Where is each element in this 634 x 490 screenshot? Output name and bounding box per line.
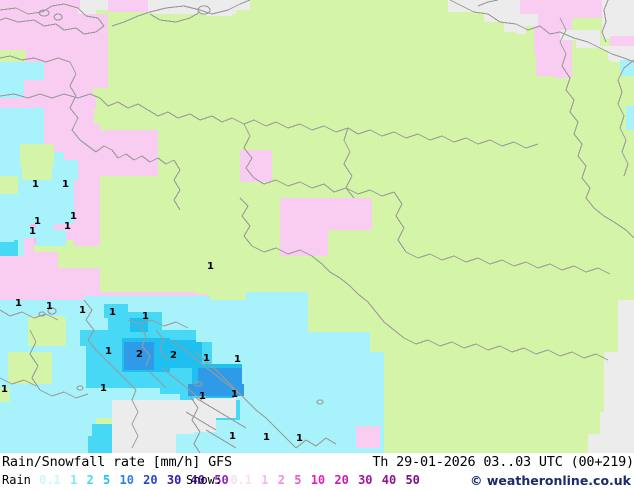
map-canvas[interactable]: 1 1 1 1 1 1 1 1 1 1 1 1 2 2 1 1 1 1 1 1 … [0, 0, 634, 453]
country-borders [0, 0, 634, 453]
snow-scale-step: 10 [310, 473, 326, 487]
footer-row-title: Rain/Snowfall rate [mm/h] GFS Th 29-01-2… [0, 453, 634, 471]
snow-scale-step: 20 [334, 473, 349, 487]
map-footer: Rain/Snowfall rate [mm/h] GFS Th 29-01-2… [0, 453, 634, 490]
footer-row-scale: Rain 0.1 1 2 5 10 20 30 40 50 Snow: 0.1 … [0, 471, 634, 489]
snow-scale-step: 1 [261, 473, 269, 487]
rain-scale-step: 10 [119, 473, 134, 487]
rain-scale-label: Rain [2, 473, 31, 487]
rain-scale-step: 1 [70, 473, 78, 487]
rain-scale-step: 30 [166, 473, 182, 487]
snow-scale-step: 5 [294, 473, 302, 487]
rain-scale-step: 0.1 [39, 473, 61, 487]
rain-scale-step: 40 [190, 473, 205, 487]
rain-cells-top [246, 52, 634, 334]
rain-scale-step: 50 [214, 473, 229, 487]
rain-scale-step: 20 [143, 473, 158, 487]
valid-time-label: Th 29-01-2026 03..03 UTC (00+219) [372, 454, 634, 470]
rain-scale-step: 2 [86, 473, 94, 487]
map-graphics [0, 0, 634, 453]
snow-scale-step: 40 [381, 473, 397, 487]
snow-scale-step: 30 [358, 473, 373, 487]
rain-scale: Rain 0.1 1 2 5 10 20 30 40 50 [2, 473, 230, 487]
snow-scale-step: 0.1 [230, 473, 253, 487]
map-title: Rain/Snowfall rate [mm/h] GFS [2, 454, 232, 470]
snow-scale-step: 2 [277, 473, 285, 487]
rain-scale-step: 5 [103, 473, 111, 487]
snow-scale-label: Snow: [186, 473, 223, 487]
copyright-notice[interactable]: © weatheronline.co.uk [470, 473, 631, 488]
snow-scale-step: 50 [405, 473, 420, 487]
snow-scale: Snow: 0.1 1 2 5 10 20 30 40 50 [186, 473, 421, 487]
